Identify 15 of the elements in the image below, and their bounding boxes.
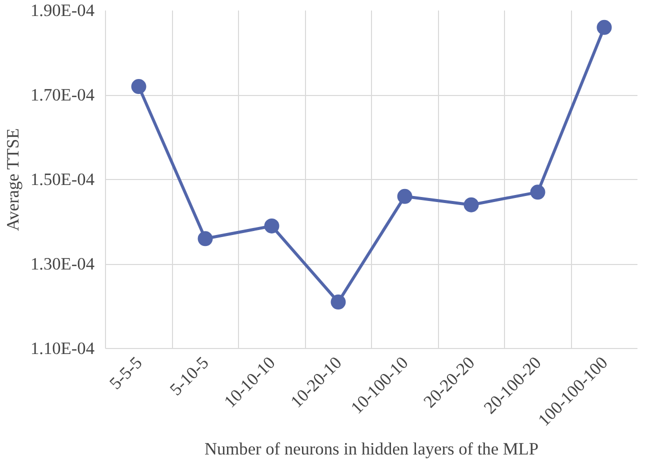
y-tick-label: 1.10E-04 — [30, 339, 95, 358]
x-axis-title: Number of neurons in hidden layers of the MLP — [204, 439, 538, 458]
y-tick-label: 1.50E-04 — [30, 170, 95, 189]
point — [330, 294, 346, 310]
y-axis-title: Average TTSE — [3, 128, 22, 232]
point — [264, 218, 280, 234]
point — [530, 184, 546, 200]
y-tick-label: 1.90E-04 — [30, 1, 95, 20]
y-tick-label: 1.30E-04 — [30, 254, 95, 274]
point — [397, 188, 412, 204]
point — [198, 231, 213, 246]
point — [131, 79, 146, 94]
point — [596, 20, 612, 35]
point — [464, 197, 479, 212]
y-tick-label: 1.70E-04 — [30, 86, 95, 104]
